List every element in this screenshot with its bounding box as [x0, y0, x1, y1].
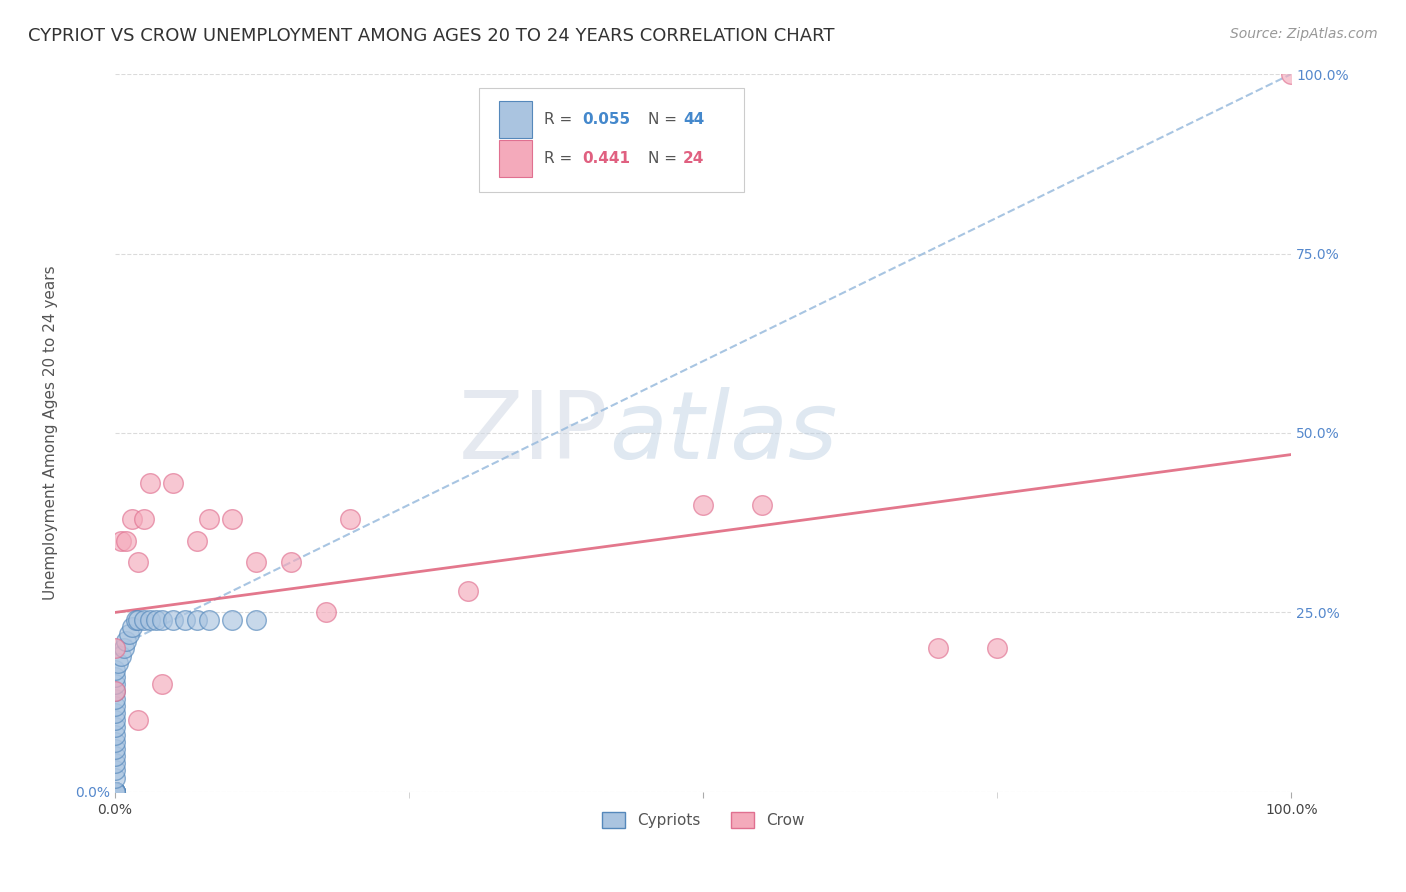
FancyBboxPatch shape: [499, 101, 533, 138]
Point: [104, 727, 127, 741]
Point: [104, 691, 127, 706]
Point: [197, 613, 219, 627]
Point: [104, 684, 127, 698]
Point: [104, 771, 127, 785]
FancyBboxPatch shape: [479, 88, 744, 193]
Text: 0.441: 0.441: [582, 152, 630, 166]
Point: [186, 533, 208, 548]
Point: [150, 677, 173, 691]
Point: [104, 785, 127, 799]
Point: [104, 706, 127, 720]
Point: [127, 613, 149, 627]
Point: [104, 756, 127, 771]
Point: [127, 713, 149, 727]
Point: [221, 512, 243, 526]
Point: [315, 606, 337, 620]
FancyBboxPatch shape: [499, 140, 533, 178]
Text: Source: ZipAtlas.com: Source: ZipAtlas.com: [1230, 27, 1378, 41]
Point: [104, 785, 127, 799]
Point: [104, 785, 127, 799]
Point: [104, 684, 127, 698]
Point: [104, 785, 127, 799]
Point: [132, 613, 155, 627]
Point: [118, 627, 141, 641]
Text: ZIP: ZIP: [460, 387, 609, 479]
Point: [104, 698, 127, 713]
Point: [104, 742, 127, 756]
Point: [104, 749, 127, 764]
Text: N =: N =: [648, 112, 682, 127]
Point: [104, 641, 127, 656]
Text: 24: 24: [683, 152, 704, 166]
Point: [104, 785, 127, 799]
Point: [139, 613, 162, 627]
Point: [110, 648, 132, 663]
Point: [245, 613, 267, 627]
Point: [186, 613, 208, 627]
Point: [162, 476, 184, 491]
Point: [104, 785, 127, 799]
Text: R =: R =: [544, 152, 578, 166]
Point: [104, 677, 127, 691]
Point: [197, 512, 219, 526]
Y-axis label: Unemployment Among Ages 20 to 24 years: Unemployment Among Ages 20 to 24 years: [44, 266, 58, 600]
Point: [104, 785, 127, 799]
Point: [692, 498, 714, 512]
Point: [280, 555, 302, 569]
Point: [174, 613, 197, 627]
Point: [132, 512, 155, 526]
Text: atlas: atlas: [609, 387, 837, 478]
Point: [104, 713, 127, 727]
Text: R =: R =: [544, 112, 578, 127]
Point: [104, 735, 127, 749]
Point: [110, 533, 132, 548]
Point: [104, 720, 127, 734]
Point: [927, 641, 949, 656]
Point: [139, 476, 162, 491]
Text: 0.055: 0.055: [582, 112, 630, 127]
Point: [107, 656, 129, 670]
Point: [162, 613, 184, 627]
Point: [986, 641, 1008, 656]
Point: [127, 555, 149, 569]
Point: [104, 785, 127, 799]
Text: N =: N =: [648, 152, 682, 166]
Point: [457, 583, 479, 598]
Legend: Cypriots, Crow: Cypriots, Crow: [596, 806, 810, 835]
Point: [104, 785, 127, 799]
Point: [115, 634, 138, 648]
Point: [121, 620, 143, 634]
Point: [339, 512, 361, 526]
Point: [104, 663, 127, 677]
Text: CYPRIOT VS CROW UNEMPLOYMENT AMONG AGES 20 TO 24 YEARS CORRELATION CHART: CYPRIOT VS CROW UNEMPLOYMENT AMONG AGES …: [28, 27, 835, 45]
Point: [145, 613, 167, 627]
Point: [125, 613, 148, 627]
Point: [104, 670, 127, 684]
Text: 44: 44: [683, 112, 704, 127]
Point: [751, 498, 773, 512]
Point: [245, 555, 267, 569]
Point: [150, 613, 173, 627]
Point: [121, 512, 143, 526]
Point: [104, 764, 127, 778]
Point: [221, 613, 243, 627]
Point: [115, 533, 138, 548]
Point: [1279, 67, 1302, 81]
Point: [104, 785, 127, 799]
Point: [112, 641, 135, 656]
